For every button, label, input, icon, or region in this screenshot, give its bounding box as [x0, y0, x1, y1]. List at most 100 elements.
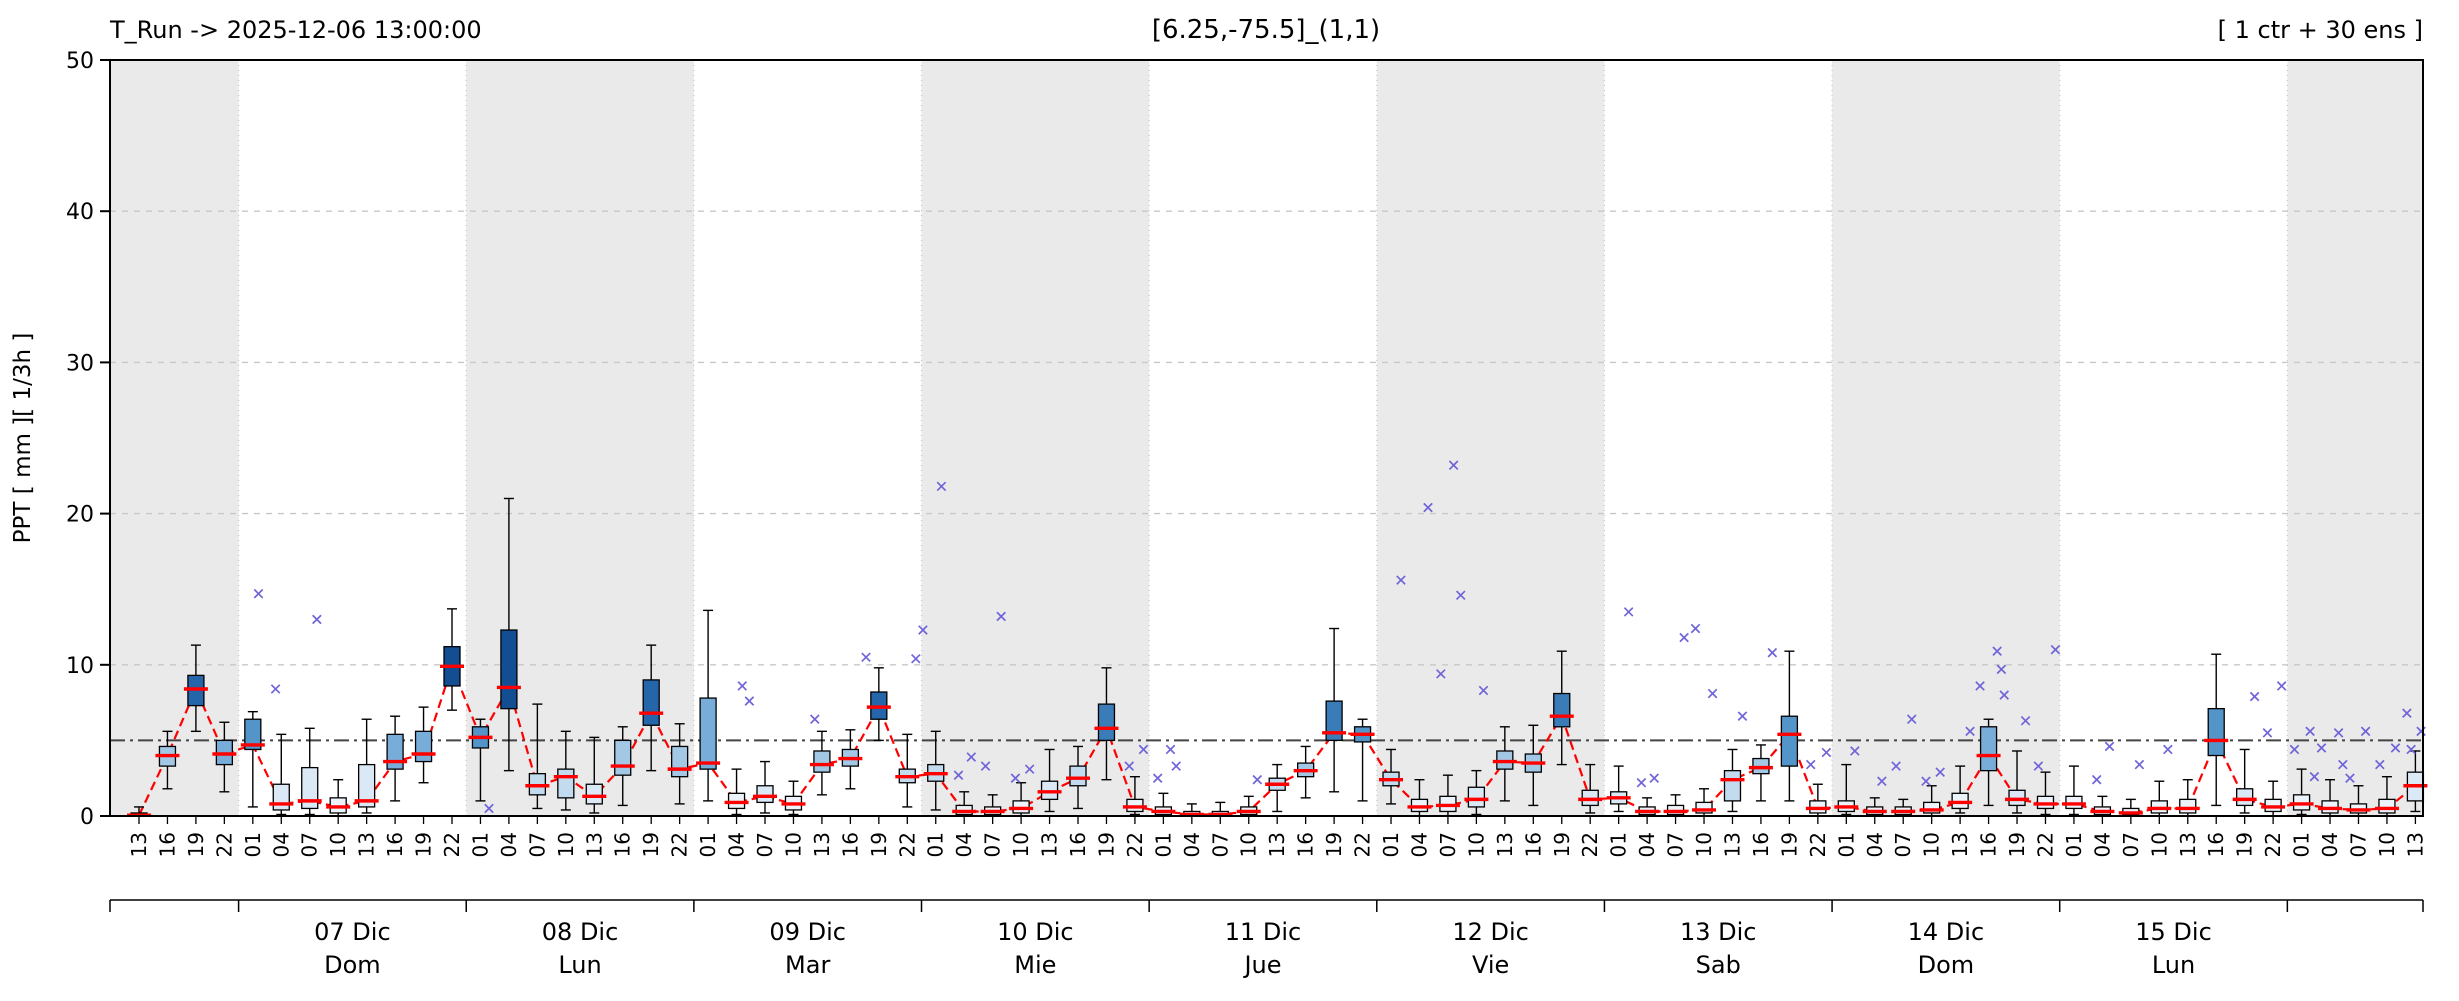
ensemble-outlier-marker	[1448, 460, 1459, 471]
iqr-box	[670, 745, 689, 778]
x-tick-label: 19	[2233, 832, 2257, 857]
ensemble-outlier-marker	[2033, 761, 2044, 771]
x-tick-label: 16	[1749, 832, 1773, 857]
ensemble-outlier-marker	[936, 481, 947, 492]
x-tick-label: 22	[1123, 832, 1147, 857]
ensemble-outlier-marker	[2406, 744, 2416, 755]
iqr-box	[1780, 715, 1799, 767]
iqr-box	[1723, 769, 1742, 802]
x-tick-label: 04	[269, 832, 293, 857]
day-weekday-label: Jue	[1242, 951, 1281, 979]
y-tick-label: 50	[66, 49, 94, 74]
ensemble-outlier-marker	[1690, 623, 1701, 634]
x-tick-label: 07	[1436, 832, 1460, 857]
ensemble-outlier-marker	[2262, 728, 2273, 738]
x-tick-label: 07	[1208, 832, 1232, 857]
x-tick-label: 19	[2005, 832, 2029, 857]
x-tick-label: 22	[440, 832, 464, 857]
x-tick-label: 10	[554, 832, 578, 857]
x-tick-label: 07	[981, 832, 1005, 857]
ensemble-outlier-marker	[2305, 726, 2315, 737]
ensemble-outlier-marker	[1999, 690, 2010, 700]
y-tick-label: 20	[66, 503, 94, 528]
ensemble-outlier-marker	[1124, 761, 1135, 771]
ensemble-outlier-marker	[1636, 777, 1647, 788]
x-tick-label: 01	[2062, 832, 2086, 857]
ensemble-outlier-marker	[2402, 708, 2412, 718]
x-tick-label: 22	[2261, 832, 2285, 857]
x-tick-label: 01	[1379, 832, 1403, 857]
iqr-box	[813, 750, 831, 773]
ensemble-outlier-marker	[1171, 761, 1181, 771]
ensemble-outlier-marker	[2390, 743, 2401, 753]
x-tick-label: 10	[326, 832, 350, 857]
x-tick-label: 07	[2346, 832, 2370, 857]
x-tick-label: 19	[1777, 832, 1801, 857]
ensemble-outlier-marker	[2333, 728, 2344, 738]
ensemble-outlier-marker	[744, 696, 755, 706]
ensemble-outlier-marker	[966, 752, 977, 762]
ensemble-outlier-marker	[1975, 681, 1985, 691]
ensemble-outlier-marker	[810, 714, 820, 725]
iqr-box	[1097, 703, 1116, 742]
day-date-label: 07 Dic	[314, 918, 391, 946]
x-tick-label: 13	[1493, 832, 1517, 857]
iqr-box	[1695, 801, 1713, 814]
x-tick-label: 19	[184, 832, 208, 857]
ensemble-outlier-marker	[1707, 688, 1718, 699]
ensemble-outlier-marker	[1935, 767, 1946, 777]
x-tick-label: 07	[1891, 832, 1915, 857]
iqr-box	[386, 733, 404, 770]
day-weekday-label: Lun	[558, 951, 601, 979]
x-tick-label: 16	[1977, 832, 2001, 857]
iqr-box	[756, 785, 774, 804]
x-tick-label: 13	[582, 832, 606, 857]
day-weekday-label: Dom	[1918, 951, 1975, 979]
x-tick-label: 10	[781, 832, 805, 857]
day-date-label: 14 Dic	[1908, 918, 1985, 946]
day-shading-band	[921, 60, 1150, 816]
x-tick-label: 07	[1664, 832, 1688, 857]
x-tick-label: 19	[1322, 832, 1346, 857]
ensemble-outlier-marker	[1024, 764, 1035, 774]
ensemble-outlier-marker	[2104, 741, 2115, 752]
y-axis-label: PPT [ mm ][ 1/3h ]	[10, 333, 36, 544]
ensemble-outlier-marker	[953, 770, 964, 780]
x-tick-label: 16	[1521, 832, 1545, 857]
iqr-box	[2378, 798, 2396, 814]
ensemble-outlier-marker	[911, 653, 921, 664]
ensemble-outlier-marker	[2316, 743, 2327, 753]
day-date-label: 11 Dic	[1225, 918, 1302, 946]
ensemble-outlier-marker	[1921, 776, 1931, 787]
x-tick-label: 10	[1920, 832, 1944, 857]
iqr-box	[699, 697, 717, 770]
iqr-box	[1069, 765, 1087, 787]
x-tick-label: 13	[2176, 832, 2200, 857]
x-tick-label: 16	[1066, 832, 1090, 857]
x-tick-label: 01	[468, 832, 492, 857]
ensemble-outlier-marker	[253, 588, 264, 599]
ensemble-outlier-marker	[2249, 691, 2260, 702]
ensemble-outlier-marker	[1850, 746, 1860, 756]
x-tick-label: 10	[1237, 832, 1261, 857]
day-date-label: 12 Dic	[1452, 918, 1529, 946]
iqr-box	[1923, 801, 1941, 814]
ensemble-outlier-marker	[1906, 714, 1917, 725]
iqr-box	[244, 718, 262, 751]
y-tick-label: 0	[80, 805, 94, 830]
ensemble-outlier-marker	[918, 625, 928, 635]
x-tick-label: 04	[952, 832, 976, 857]
chart-title: [6.25,-75.5]_(1,1)	[1152, 15, 1380, 45]
x-tick-label: 04	[2318, 832, 2342, 857]
iqr-box	[585, 783, 603, 805]
day-weekday-label: Mie	[1014, 951, 1056, 979]
x-tick-label: 22	[1578, 832, 1602, 857]
day-shading-band	[110, 60, 239, 816]
x-tick-label: 04	[497, 832, 521, 857]
day-shading-band	[1832, 60, 2060, 816]
x-tick-label: 04	[1863, 832, 1887, 857]
ensemble-outlier-marker	[2338, 759, 2348, 770]
day-date-label: 08 Dic	[542, 918, 619, 946]
ensemble-outlier-marker	[1423, 502, 1433, 513]
